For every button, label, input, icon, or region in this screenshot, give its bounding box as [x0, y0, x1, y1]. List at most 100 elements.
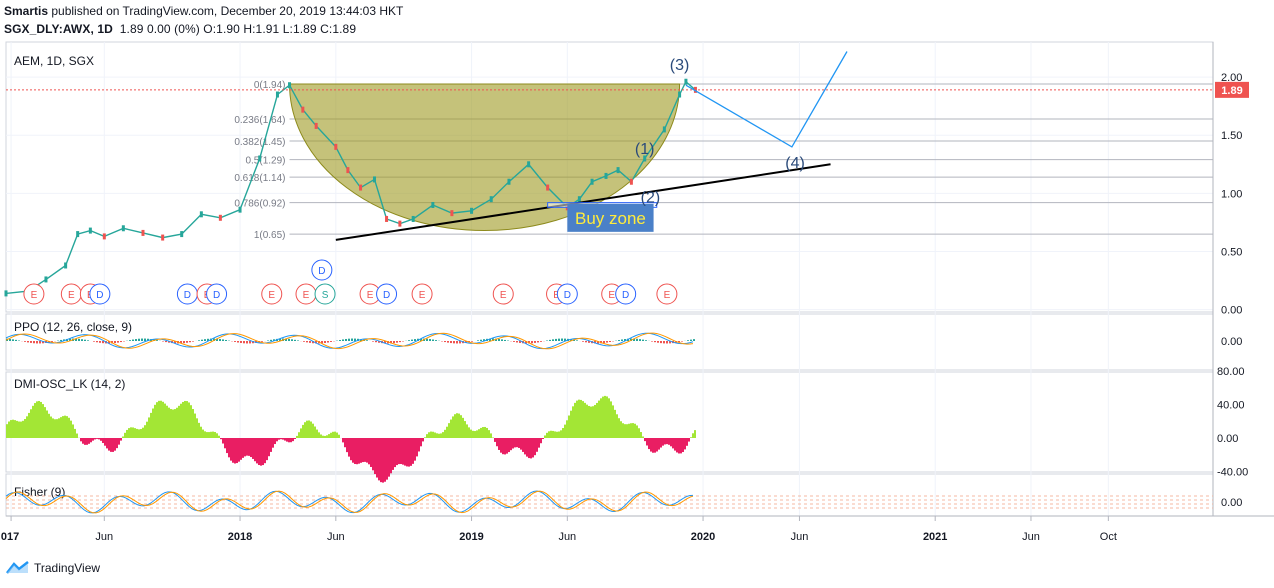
price-tick-label: 1.00 — [1221, 188, 1242, 200]
ppo-histogram-bar — [408, 340, 410, 341]
dmi-bar — [346, 438, 348, 453]
ppo-histogram-bar — [24, 341, 26, 342]
ppo-histogram-bar — [516, 341, 518, 343]
candle — [470, 207, 474, 214]
ppo-histogram-bar — [252, 341, 254, 344]
dmi-bar — [172, 409, 174, 438]
event-marker-label: E — [367, 290, 374, 301]
event-marker — [411, 283, 433, 305]
time-tick-label: Jun — [1022, 531, 1040, 543]
dmi-bar — [22, 420, 24, 438]
dmi-bar — [680, 438, 682, 454]
fib-level-label: 1(0.65) — [254, 230, 286, 241]
ppo-histogram-bar — [489, 338, 491, 341]
dmi-bar — [672, 438, 674, 449]
dmi-bar — [634, 423, 636, 438]
dmi-bar — [506, 438, 508, 454]
time-tick-label: Jun — [791, 531, 809, 543]
dmi-bar — [218, 435, 220, 438]
symbol-name: SGX_DLY:AWX, 1D — [4, 22, 113, 36]
dmi-bar — [510, 438, 512, 451]
dmi-bar — [86, 438, 88, 445]
ppo-histogram-bar — [618, 340, 620, 341]
ppo-histogram-bar — [207, 338, 209, 341]
dmi-bar — [588, 405, 590, 438]
event-marker-label: D — [622, 290, 629, 301]
dmi-bar — [392, 438, 394, 470]
dmi-bar — [80, 438, 82, 442]
ppo-histogram-bar — [27, 341, 29, 343]
event-marker — [615, 283, 637, 305]
price-chart[interactable]: 0(1.94) 0.236(1.64) 0.382(1.45) 0.5(1.29) 0.… — [0, 40, 1274, 555]
dmi-bar — [368, 438, 370, 465]
ppo-histogram-bar — [471, 341, 473, 342]
event-marker — [556, 283, 578, 305]
ppo-histogram-bar — [393, 341, 395, 344]
candle — [180, 231, 184, 238]
author-name[interactable]: Smartis — [4, 4, 49, 18]
dmi-bar — [136, 428, 138, 438]
ppo-histogram-bar — [564, 338, 566, 341]
dmi-bar — [314, 426, 316, 438]
dmi-bar — [106, 438, 108, 449]
dmi-bar — [560, 430, 562, 438]
price-line — [5, 80, 696, 295]
dmi-bar — [322, 435, 324, 438]
dmi-bar — [570, 410, 572, 438]
dmi-bar — [586, 404, 588, 438]
dmi-bar — [28, 412, 30, 438]
dmi-bar — [426, 434, 428, 438]
ppo-histogram-bar — [447, 341, 449, 343]
ppo-histogram-bar — [312, 341, 314, 344]
dmi-bar — [250, 438, 252, 458]
dmi-bar — [412, 438, 414, 464]
tradingview-footer[interactable]: TradingView — [6, 561, 100, 575]
ppo-histogram-bar — [525, 341, 527, 344]
dmi-bar — [148, 417, 150, 438]
event-marker-label: E — [608, 290, 615, 301]
dmi-bar — [108, 438, 110, 451]
ppo-histogram-bar — [114, 341, 116, 344]
dmi-bar — [364, 438, 366, 462]
ppo-histogram-bar — [537, 341, 539, 343]
dmi-bar — [596, 402, 598, 438]
ppo-histogram-bar — [456, 341, 458, 344]
dmi-bar — [394, 438, 396, 468]
dmi-bar — [502, 438, 504, 455]
dmi-bar — [626, 424, 628, 438]
dmi-bar — [154, 404, 156, 438]
dmi-bar — [360, 438, 362, 463]
dmi-bar — [518, 438, 520, 448]
dmi-bar — [602, 396, 604, 438]
dmi-bar — [578, 399, 580, 438]
dmi-bar — [388, 438, 390, 477]
ppo-histogram-bar — [528, 341, 530, 344]
dmi-bar — [408, 438, 410, 467]
dmi-bar — [566, 420, 568, 438]
ppo-histogram-bar — [594, 341, 596, 344]
dmi-bar — [184, 400, 186, 438]
dmi-bar — [642, 436, 644, 438]
dmi-bar — [58, 418, 60, 438]
ppo-histogram-bar — [12, 339, 14, 341]
dmi-bar — [536, 438, 538, 452]
pane-frame — [5, 473, 1214, 517]
dmi-bar — [554, 431, 556, 438]
ppo-histogram-bar — [174, 341, 176, 344]
event-marker-label: S — [322, 290, 329, 301]
ppo-histogram-bar — [378, 341, 380, 343]
ppo-histogram-bar — [99, 341, 101, 343]
dmi-bar — [328, 434, 330, 438]
dmi-bar — [344, 438, 346, 448]
ppo-histogram-bar — [33, 341, 35, 344]
dmi-bar — [110, 438, 112, 452]
dmi-bar — [272, 438, 274, 448]
dmi-bar — [204, 431, 206, 438]
ppo-histogram-bar — [657, 341, 659, 343]
dmi-bar — [302, 424, 304, 438]
dmi-bar — [690, 437, 692, 438]
dmi-bar — [210, 431, 212, 438]
dmi-bar — [664, 438, 666, 445]
ppo-histogram-bar — [327, 341, 329, 343]
candle — [88, 227, 92, 234]
